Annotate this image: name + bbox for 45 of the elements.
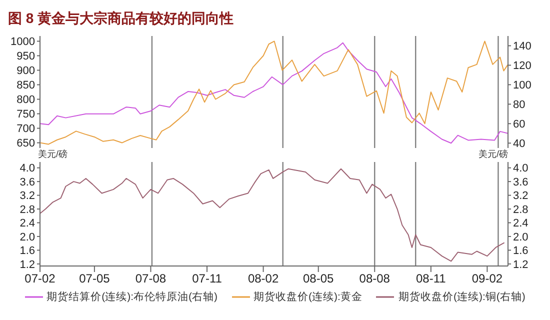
y2-tick-label: 60 xyxy=(513,118,526,131)
y-tick-label: 3.6 xyxy=(20,176,35,188)
y2-tick-label: 80 xyxy=(513,99,526,112)
x-tick-label: 08-11 xyxy=(416,272,446,286)
legend-label: 期货结算价(连续):布伦特原油(右轴) xyxy=(46,290,218,304)
y-tick-label: 900 xyxy=(16,65,35,78)
y2-tick-label: 2.8 xyxy=(513,204,528,216)
y2-tick-label: 3.6 xyxy=(513,176,528,188)
y2-axis-title: 美元/磅 xyxy=(478,148,508,161)
y2-tick-label: 2.4 xyxy=(513,218,528,230)
y-tick-label: 1.6 xyxy=(20,245,35,258)
y2-tick-label: 100 xyxy=(513,80,532,92)
y-tick-label: 700 xyxy=(16,123,35,136)
y-tick-label: 750 xyxy=(16,108,35,121)
x-tick-label: 09-02 xyxy=(472,272,503,286)
y2-tick-label: 1.2 xyxy=(513,258,528,271)
x-tick-label: 07-08 xyxy=(135,272,166,286)
y-tick-label: 650 xyxy=(16,138,35,150)
y-tick-label: 2.0 xyxy=(20,231,35,244)
y2-tick-label: 140 xyxy=(513,40,532,53)
x-tick-label: 07-02 xyxy=(24,272,56,286)
y-tick-label: 850 xyxy=(16,80,35,92)
chart-title: 图 8 黄金与大宗商品有较好的同向性 xyxy=(8,9,235,28)
x-tick-label: 08-08 xyxy=(359,272,390,286)
y2-tick-label: 120 xyxy=(513,60,532,72)
x-tick-label: 08-02 xyxy=(248,272,279,286)
y2-tick-label: 1.6 xyxy=(513,245,528,258)
x-tick-label: 07-11 xyxy=(192,272,222,286)
legend-label: 期货收盘价(连续):黄金 xyxy=(254,290,362,304)
y2-tick-label: 3.2 xyxy=(513,190,528,202)
y-tick-label: 950 xyxy=(16,50,35,63)
y-axis-title: 美元/磅 xyxy=(38,148,68,161)
y-tick-label: 800 xyxy=(16,94,35,106)
legend-label: 期货收盘价(连续):铜(右轴) xyxy=(398,290,526,304)
y2-tick-label: 2.0 xyxy=(513,231,528,244)
y-tick-label: 3.2 xyxy=(20,190,35,202)
y2-tick-label: 40 xyxy=(513,138,526,150)
y-tick-label: 2.4 xyxy=(20,218,35,230)
x-tick-label: 07-05 xyxy=(79,272,110,286)
y-tick-label: 2.8 xyxy=(20,204,35,216)
y2-tick-label: 4.0 xyxy=(513,162,528,175)
y-tick-label: 4.0 xyxy=(20,162,35,175)
y-tick-label: 1000 xyxy=(10,36,35,48)
x-tick-label: 08-05 xyxy=(303,272,334,286)
y-tick-label: 1.2 xyxy=(20,258,35,271)
